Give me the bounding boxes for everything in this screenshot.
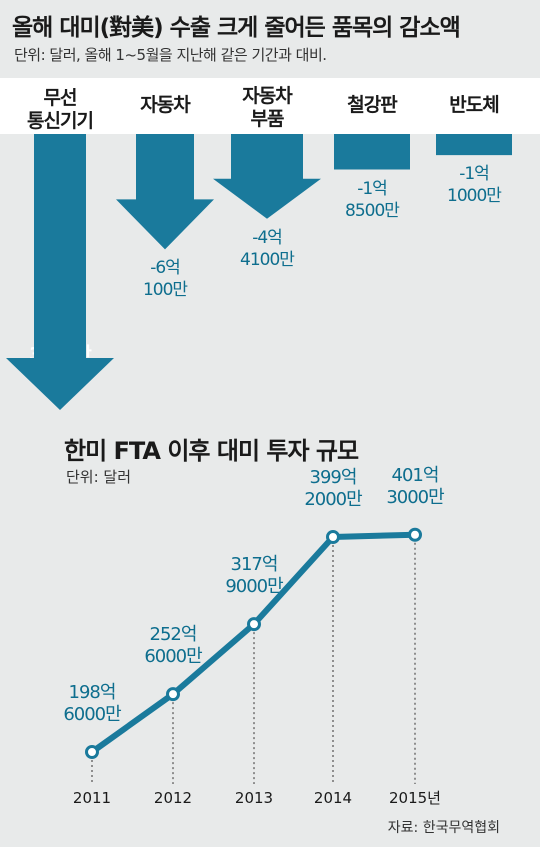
- category-label: 반도체: [449, 94, 499, 116]
- decline-bar: [6, 134, 114, 410]
- decline-bar: [436, 134, 512, 156]
- bar-data-label: -1억 8500만: [345, 178, 400, 221]
- title: 올해 대미(對美) 수출 크게 줄어든 품목의 감소액: [12, 15, 461, 41]
- category-label: 철강판: [347, 94, 397, 116]
- point-data-label: 198억 6000만: [63, 682, 121, 725]
- bar-data-label: -1억 1000만: [447, 164, 502, 207]
- x-tick-label: 2011: [73, 789, 111, 807]
- bar-data-label: -6억 100만: [142, 258, 188, 301]
- data-point: [85, 745, 99, 759]
- investment-chart-title: 한미 FTA 이후 대미 투자 규모: [64, 437, 359, 465]
- data-point: [247, 617, 261, 632]
- point-data-label: 317억 9000만: [225, 554, 283, 598]
- data-point: [326, 530, 340, 544]
- x-tick-label: 2013: [235, 789, 273, 807]
- data-point: [408, 527, 422, 542]
- source-note: 자료: 한국무역협회: [387, 820, 500, 836]
- subtitle: 단위: 달러, 올해 1~5월을 지난해 같은 기간과 대비.: [14, 46, 327, 64]
- x-tick-label: 2012: [154, 789, 192, 807]
- investment-unit: 단위: 달러: [66, 468, 132, 486]
- x-tick-label: 2014: [314, 789, 352, 807]
- data-point: [166, 687, 180, 702]
- category-label: 무선 통신기기: [27, 87, 94, 132]
- decline-bar: [116, 134, 214, 250]
- decline-bar: [334, 134, 410, 170]
- point-data-label: 399억 2000만: [304, 467, 362, 510]
- category-label: 자동차: [140, 94, 190, 116]
- point-data-label: 252억 6000만: [144, 624, 202, 668]
- point-data-label: 401억 3000만: [386, 464, 444, 508]
- x-tick-label: 2015년: [389, 789, 441, 807]
- decline-bar: [213, 134, 321, 219]
- category-band: [0, 78, 540, 134]
- category-label: 자동차 부품: [242, 85, 292, 130]
- bar-data-label: -4억 4100만: [240, 227, 295, 270]
